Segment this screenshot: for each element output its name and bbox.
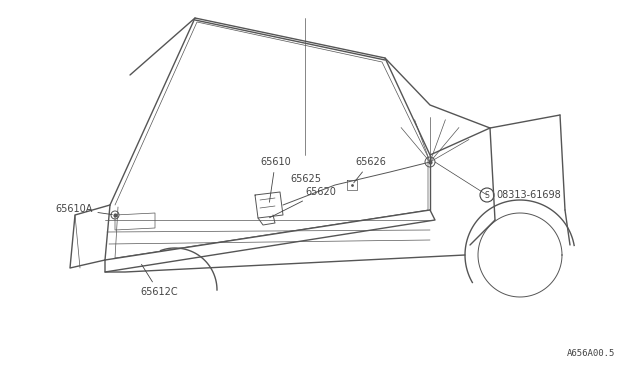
Text: A656A00.5: A656A00.5 <box>566 349 615 358</box>
Text: 65626: 65626 <box>354 157 386 183</box>
Text: 65610A: 65610A <box>55 204 112 215</box>
Text: S: S <box>484 190 490 199</box>
Text: 65612C: 65612C <box>140 264 178 297</box>
Text: 65625: 65625 <box>267 174 321 211</box>
Text: 08313-61698: 08313-61698 <box>496 190 561 200</box>
Text: 65620: 65620 <box>269 187 336 218</box>
Text: 65610: 65610 <box>260 157 291 202</box>
